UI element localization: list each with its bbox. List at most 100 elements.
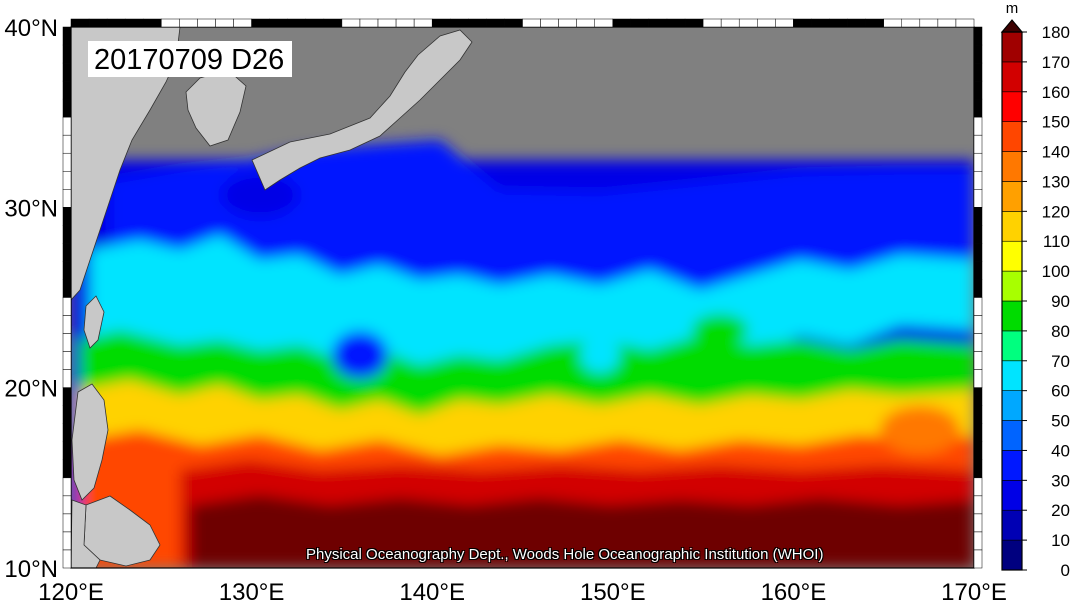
colorbar-label: 50: [1051, 412, 1070, 431]
colorbar-label: 40: [1051, 441, 1070, 460]
frame-segment: [702, 18, 722, 28]
colorbar-label: 70: [1051, 352, 1070, 371]
frame-segment: [973, 98, 983, 118]
frame-segment: [919, 18, 939, 28]
colorbar-swatch: [1001, 61, 1023, 93]
frame-segment: [576, 18, 595, 28]
frame-segment: [973, 351, 983, 370]
frame-segment: [486, 18, 505, 28]
frame-segment: [287, 18, 307, 28]
frame-segment: [973, 423, 983, 443]
frame-segment: [973, 225, 983, 244]
colorbar-label: 150: [1042, 113, 1070, 132]
frame-segment: [62, 152, 72, 172]
frame-segment: [865, 18, 884, 28]
frame-segment: [62, 225, 72, 244]
frame-segment: [62, 315, 72, 334]
lat-tick-label: 10°N: [4, 556, 58, 583]
frame-segment: [955, 18, 975, 28]
frame-segment: [341, 18, 361, 28]
lat-tick-label: 40°N: [4, 15, 58, 42]
frame-segment: [62, 243, 72, 262]
frame-segment: [973, 369, 983, 388]
frame-segment: [197, 18, 216, 28]
lon-tick-label: 120°E: [38, 579, 104, 606]
frame-segment: [793, 18, 812, 28]
colorbar: m 0 10 20 30 40 50 60 70 80 90 100 110 120 130 140 150 1…: [1000, 0, 1070, 580]
frame-segment: [62, 513, 72, 533]
lat-tick-label: 30°N: [4, 195, 58, 222]
colorbar-swatch: [1001, 211, 1023, 242]
lon-tick-label: 170°E: [941, 579, 1007, 606]
frame-segment: [973, 207, 983, 226]
frame-segment: [973, 315, 983, 334]
frame-segment: [612, 18, 632, 28]
lon-tick-label: 130°E: [219, 579, 285, 606]
ocean-band: [110, 140, 974, 310]
frame-segment: [973, 549, 983, 569]
colorbar-label: 30: [1051, 471, 1070, 490]
frame-segment: [738, 18, 758, 28]
colorbar-swatches: [1001, 31, 1023, 571]
frame-segment: [883, 18, 903, 28]
ocean-eddy: [222, 173, 298, 217]
frame-segment: [811, 18, 830, 28]
colorbar-swatch: [1001, 181, 1023, 212]
lon-tick-label: 140°E: [399, 579, 465, 606]
colorbar-unit: m: [1006, 0, 1019, 17]
colorbar-swatch: [1001, 91, 1023, 122]
frame-segment: [973, 116, 983, 136]
frame-segment: [504, 18, 523, 28]
frame-segment: [62, 98, 72, 118]
frame-segment: [973, 261, 983, 280]
frame-segment: [720, 18, 740, 28]
frame-segment: [666, 18, 686, 28]
ocean-eddy: [880, 406, 960, 454]
frame-segment: [973, 495, 983, 515]
frame-segment: [62, 495, 72, 515]
frame-segment: [62, 26, 72, 46]
colorbar-label: 180: [1042, 23, 1070, 42]
frame-segment: [937, 18, 957, 28]
frame-segment: [973, 134, 983, 154]
frame-segment: [973, 297, 983, 316]
lon-tick-label: 150°E: [580, 579, 646, 606]
colorbar-label: 160: [1042, 83, 1070, 102]
frame-segment: [62, 297, 72, 316]
colorbar-swatch: [1001, 360, 1023, 391]
ocean-bands: [71, 140, 974, 568]
frame-segment: [630, 18, 650, 28]
frame-segment: [62, 261, 72, 280]
map-frame-ticks: [62, 18, 983, 569]
frame-segment: [973, 387, 983, 406]
colorbar-swatch: [1001, 509, 1023, 541]
frame-segment: [62, 387, 72, 406]
ocean-eddy: [332, 331, 388, 379]
frame-segment: [847, 18, 866, 28]
frame-segment: [62, 116, 72, 136]
colorbar-label: 10: [1051, 531, 1070, 550]
colorbar-label: 20: [1051, 501, 1070, 520]
frame-segment: [973, 333, 983, 352]
colorbar-swatch: [1001, 151, 1023, 182]
colorbar-swatch: [1001, 420, 1023, 451]
frame-segment: [106, 18, 126, 28]
colorbar-label: 90: [1051, 292, 1070, 311]
colorbar-swatch: [1001, 270, 1023, 302]
frame-segment: [62, 279, 72, 298]
frame-segment: [179, 18, 198, 28]
frame-segment: [973, 459, 983, 479]
colorbar-labels: 0 10 20 30 40 50 60 70 80 90 100 110 120 130 140 150 160…: [1022, 23, 1070, 580]
colorbar-swatch: [1001, 330, 1023, 362]
frame-segment: [215, 18, 234, 28]
frame-segment: [413, 18, 433, 28]
frame-segment: [973, 171, 983, 190]
map-field: [71, 27, 974, 568]
axis-labels: 120°E 130°E 140°E 150°E 160°E 170°E 10°N 20°N 30…: [4, 15, 1006, 606]
lat-tick-label: 20°N: [4, 376, 58, 403]
frame-segment: [124, 18, 144, 28]
colorbar-swatch: [1001, 300, 1023, 332]
colorbar-label: 140: [1042, 143, 1070, 162]
colorbar-label: 60: [1051, 382, 1070, 401]
